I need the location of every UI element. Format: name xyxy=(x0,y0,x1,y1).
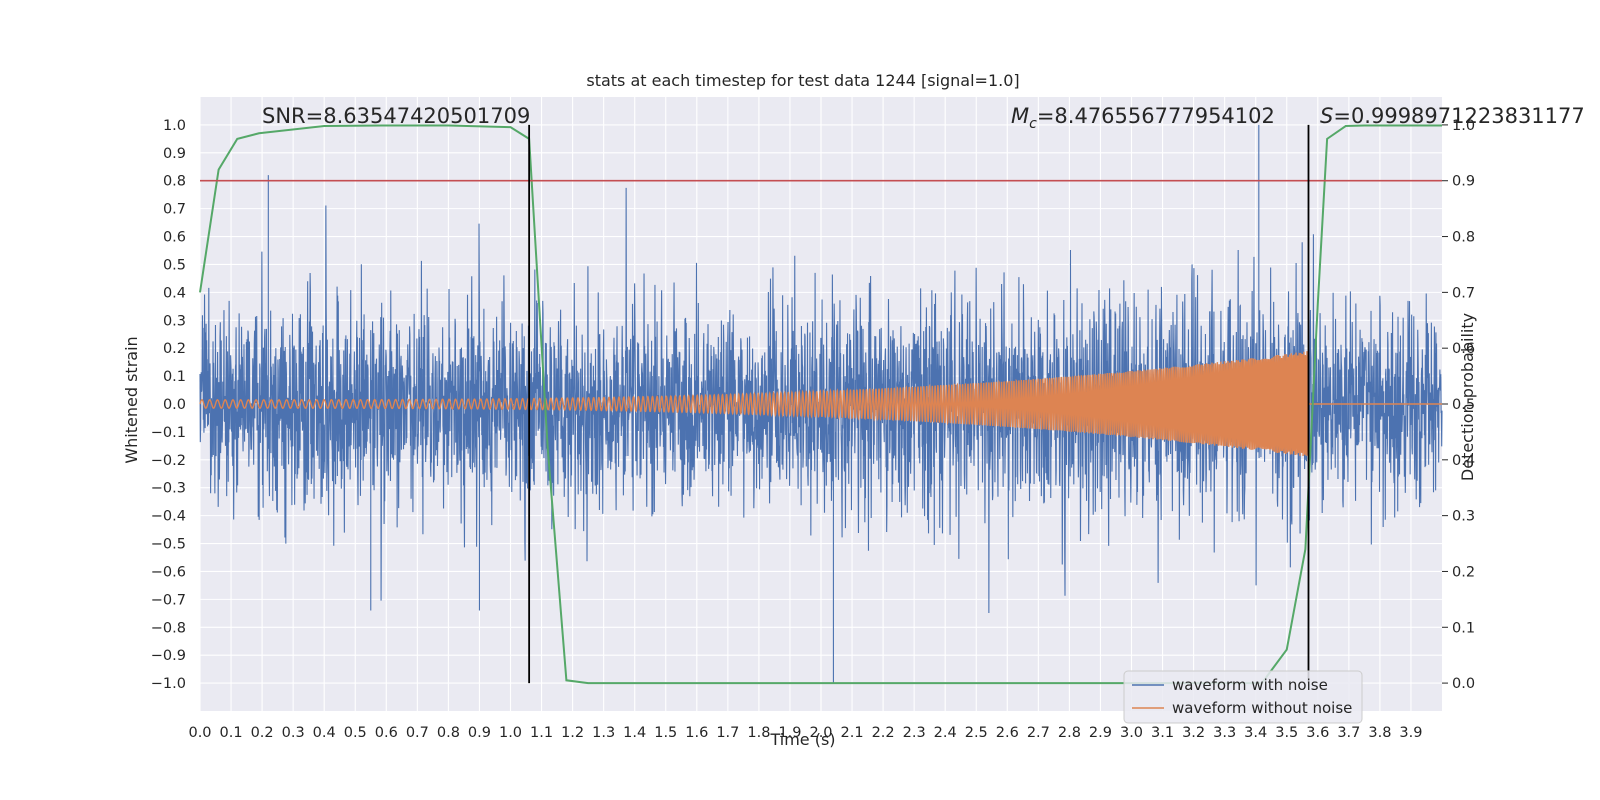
legend-label-noise: waveform with noise xyxy=(1172,676,1328,694)
x-tick-label: 3.2 xyxy=(1182,725,1205,741)
x-tick-label: 1.4 xyxy=(623,725,646,741)
reference-lines xyxy=(200,124,1442,684)
y-tick-label: −1.0 xyxy=(151,676,186,692)
y-tick-label: −0.3 xyxy=(151,481,186,497)
x-tick-label: 2.2 xyxy=(872,725,895,741)
series-waveform-with-noise xyxy=(199,124,1443,684)
y2-tick-label: 0.5 xyxy=(1452,397,1475,413)
x-tick-label: 2.5 xyxy=(965,725,988,741)
detection-probability-line xyxy=(199,124,1442,685)
y-tick-label: 0.3 xyxy=(163,313,186,329)
x-tick-label: 0.4 xyxy=(313,725,336,741)
chart-title: stats at each timestep for test data 124… xyxy=(586,71,1019,90)
y-tick-label: 0.6 xyxy=(163,230,186,246)
x-tick-label: 1.1 xyxy=(530,725,553,741)
x-tick-label: 3.8 xyxy=(1368,725,1391,741)
y-tick-label: −0.6 xyxy=(151,564,186,580)
y2-tick-label: 1.0 xyxy=(1452,118,1475,134)
x-tick-label: 3.5 xyxy=(1275,725,1298,741)
x-tick-label: 0.1 xyxy=(220,725,243,741)
x-tick-label: 3.6 xyxy=(1306,725,1329,741)
x-tick-label: 1.7 xyxy=(716,725,739,741)
x-tick-label: 2.1 xyxy=(841,725,864,741)
y2-tick-label: 0.4 xyxy=(1452,453,1475,469)
y-tick-label: 1.0 xyxy=(163,118,186,134)
x-tick-label: 1.2 xyxy=(561,725,584,741)
legend: waveform with noise waveform without noi… xyxy=(1123,670,1363,724)
s-annotation: S=0.9998971223831177 xyxy=(1320,104,1585,128)
y-tick-label: 0.5 xyxy=(163,257,186,273)
series-waveform-without-noise xyxy=(199,351,1442,456)
y-tick-label: 0.8 xyxy=(163,174,186,190)
chirp-mass-annotation: Mc=8.476556777954102 xyxy=(1011,104,1275,132)
snr-annotation: SNR=8.63547420501709 xyxy=(262,104,530,128)
y-tick-label: −0.8 xyxy=(151,620,186,636)
x-tick-label: 2.4 xyxy=(934,725,957,741)
s-value: =0.9998971223831177 xyxy=(1333,104,1584,128)
y-tick-label: −0.4 xyxy=(151,509,186,525)
y2-tick-label: 0.1 xyxy=(1452,620,1475,636)
y2-tick-label: 0.0 xyxy=(1452,676,1475,692)
y-tick-label: 0.2 xyxy=(163,341,186,357)
chirp-mass-symbol: M xyxy=(1011,104,1029,128)
x-tick-label: 1.6 xyxy=(685,725,708,741)
y-tick-label: 0.4 xyxy=(163,285,186,301)
y-axis-label: Whitened strain xyxy=(122,336,141,463)
x-tick-label: 0.2 xyxy=(251,725,274,741)
y-tick-label: 0.9 xyxy=(163,146,186,162)
y-tick-label: −0.5 xyxy=(151,537,186,553)
x-tick-label: 0.7 xyxy=(406,725,429,741)
y2-tick-label: 0.2 xyxy=(1452,564,1475,580)
y-tick-label: −0.1 xyxy=(151,425,186,441)
chirp-mass-subscript: c xyxy=(1029,116,1037,132)
tick-labels: 0.0 0.1 0.2 0.3 0.4 0.5 0.6 0.7 0.8 0.9 1.0 1.1 1.2 1… xyxy=(151,118,1475,741)
y-tick-label: 0.1 xyxy=(163,369,186,385)
x-axis-label: Time (s) xyxy=(769,730,835,749)
x-tick-label: 2.8 xyxy=(1058,725,1081,741)
y2-axis-label: Detection probability xyxy=(1458,313,1477,481)
x-tick-label: 0.3 xyxy=(282,725,305,741)
x-tick-label: 0.8 xyxy=(437,725,460,741)
x-tick-label: 2.9 xyxy=(1089,725,1112,741)
legend-label-clean: waveform without noise xyxy=(1172,699,1352,717)
x-tick-label: 0.0 xyxy=(188,725,211,741)
x-tick-label: 1.9 xyxy=(778,725,801,741)
y-tick-label: −0.7 xyxy=(151,592,186,608)
x-tick-label: 1.3 xyxy=(592,725,615,741)
x-tick-label: 2.7 xyxy=(1027,725,1050,741)
x-tick-label: 2.6 xyxy=(996,725,1019,741)
chirp-mass-value: =8.476556777954102 xyxy=(1037,104,1275,128)
y-tick-label: −0.2 xyxy=(151,453,186,469)
y-tick-label: 0.0 xyxy=(163,397,186,413)
x-tick-label: 3.4 xyxy=(1244,725,1267,741)
noise-waveform-line xyxy=(199,124,1443,684)
y2-tick-label: 0.8 xyxy=(1452,230,1475,246)
x-tick-label: 2.0 xyxy=(809,725,832,741)
y-tick-label: −0.9 xyxy=(151,648,186,664)
y2-tick-label: 0.9 xyxy=(1452,174,1475,190)
series-detection-probability xyxy=(199,124,1442,685)
x-tick-label: 1.5 xyxy=(654,725,677,741)
x-tick-label: 0.5 xyxy=(344,725,367,741)
y2-tick-label: 0.6 xyxy=(1452,341,1475,357)
clean-waveform-line xyxy=(199,351,1442,456)
legend-box xyxy=(1123,670,1363,724)
x-tick-label: 0.9 xyxy=(468,725,491,741)
x-tick-label: 3.9 xyxy=(1399,725,1422,741)
y2-tick-label: 0.3 xyxy=(1452,509,1475,525)
y2-tick-label: 0.7 xyxy=(1452,285,1475,301)
x-tick-label: 1.8 xyxy=(747,725,770,741)
x-tick-label: 3.1 xyxy=(1151,725,1174,741)
x-tick-label: 0.6 xyxy=(375,725,398,741)
x-tick-label: 3.0 xyxy=(1120,725,1143,741)
x-tick-label: 3.3 xyxy=(1213,725,1236,741)
s-symbol: S xyxy=(1320,104,1333,128)
x-tick-label: 1.0 xyxy=(499,725,522,741)
y-tick-label: 0.7 xyxy=(163,202,186,218)
x-tick-label: 2.3 xyxy=(903,725,926,741)
x-tick-label: 3.7 xyxy=(1337,725,1360,741)
